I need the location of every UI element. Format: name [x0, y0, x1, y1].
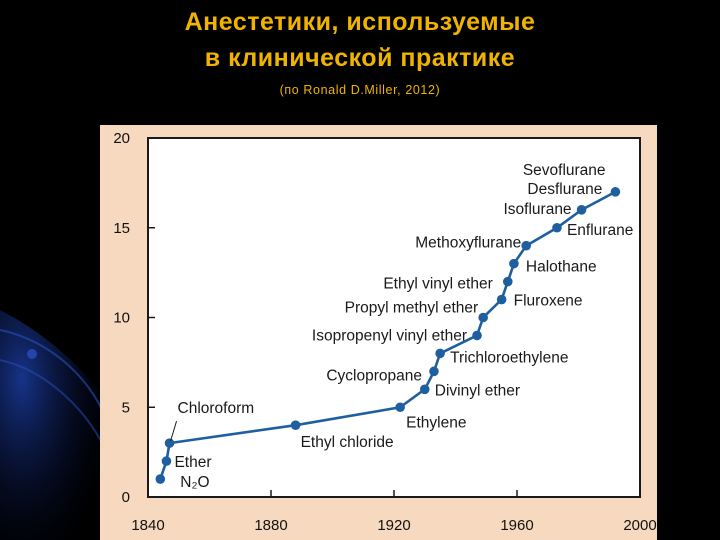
plot-area [147, 137, 641, 498]
data-point-label: Ether [174, 454, 211, 471]
data-point [496, 294, 507, 305]
slide-subtitle: (по Ronald D.Miller, 2012) [279, 83, 441, 97]
data-point [429, 366, 439, 377]
data-point [435, 348, 445, 359]
data-point [478, 312, 488, 323]
data-point-label: Fluroxene [514, 293, 583, 310]
y-tick-label: 5 [122, 399, 130, 416]
data-point-label: Isoflurane [503, 201, 571, 218]
x-tick-label: 2000 [623, 517, 656, 534]
x-tick-label: 1920 [377, 517, 410, 534]
decorative-swirl [0, 310, 110, 540]
label-leader-line [170, 421, 178, 442]
data-point [576, 205, 587, 215]
data-point-label: N₂O [180, 474, 209, 491]
data-point-label: Chloroform [178, 400, 255, 417]
slide-title-line1: Анестетики, используемые [184, 8, 536, 36]
data-point-label: Desflurane [527, 181, 602, 198]
data-point [552, 222, 562, 233]
data-point [395, 402, 405, 413]
data-point-label: Enflurane [567, 222, 633, 239]
data-point-label: Trichloroethylene [450, 349, 568, 366]
data-point [509, 258, 519, 269]
data-point [502, 276, 513, 287]
anesthetics-timeline-chart: 1840 1880 1920 1960 2000 0 5 10 15 20 N₂O Ether Chlo… [100, 125, 657, 540]
data-point-label: Ethyl chloride [301, 434, 394, 451]
data-point-label: Sevoflurane [523, 162, 606, 179]
data-point-label: Ethylene [406, 414, 466, 431]
data-point [161, 456, 172, 466]
data-point-label: Ethyl vinyl ether [383, 276, 492, 293]
data-point-label: Cyclopropane [326, 367, 422, 384]
x-tick-label: 1880 [254, 517, 287, 534]
data-point-label: Isopropenyl vinyl ether [312, 327, 467, 344]
data-point [419, 384, 430, 395]
slide-title-line2: в клинической практике [204, 44, 516, 72]
data-point-label: Divinyl ether [435, 382, 520, 399]
y-tick-label: 10 [113, 310, 130, 327]
x-tick-label: 1960 [500, 517, 533, 534]
data-point [290, 420, 301, 431]
data-point [164, 438, 175, 448]
x-tick-label: 1840 [131, 517, 164, 534]
data-point-label: Halothane [526, 259, 597, 276]
data-point [521, 240, 532, 251]
y-tick-label: 20 [113, 130, 130, 147]
y-tick-label: 15 [113, 220, 130, 237]
y-tick-label: 0 [122, 489, 130, 506]
data-point [155, 474, 166, 484]
data-point [610, 187, 621, 197]
data-point-label: Methoxyflurane [415, 235, 521, 252]
data-point-label: Propyl methyl ether [345, 300, 479, 317]
data-point [472, 330, 482, 341]
